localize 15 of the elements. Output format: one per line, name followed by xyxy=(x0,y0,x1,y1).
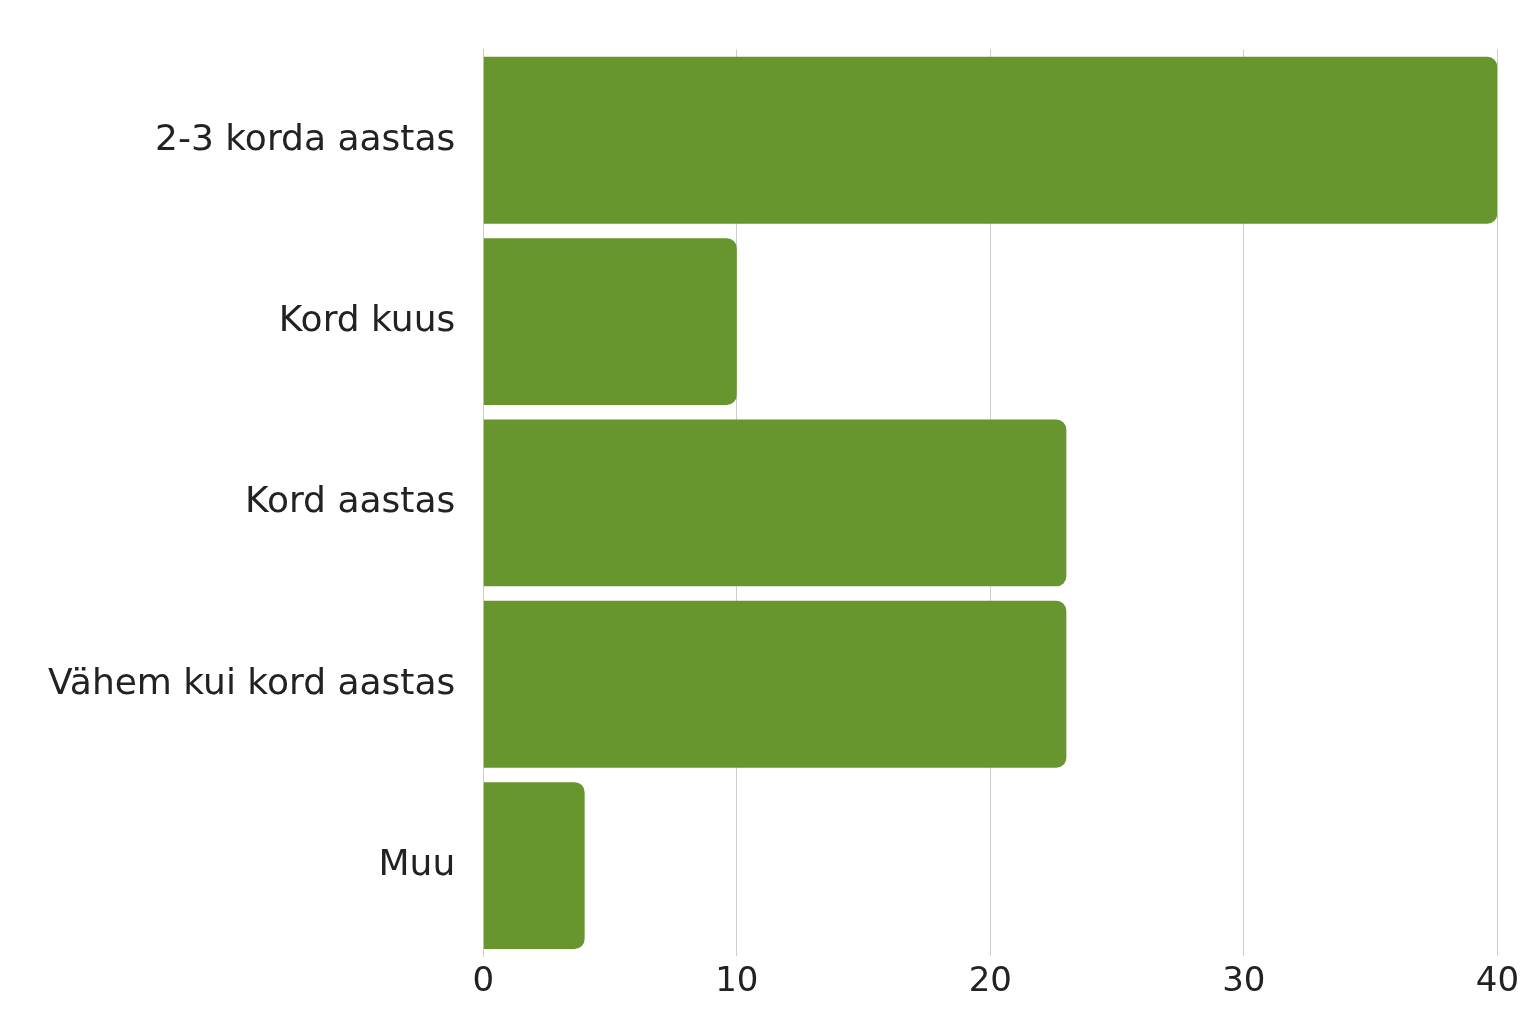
y-tick-label: Kord aastas xyxy=(245,479,456,521)
y-tick-label: 2-3 korda aastas xyxy=(155,116,456,158)
x-tick-label: 30 xyxy=(1222,959,1266,1000)
bar xyxy=(483,56,1498,224)
x-tick-label: 0 xyxy=(472,959,495,1000)
bar xyxy=(483,600,1067,768)
x-tick-label: 40 xyxy=(1475,959,1519,1000)
y-tick-label: Kord kuus xyxy=(278,297,456,339)
y-tick-label: Vähem kui kord aastas xyxy=(48,660,456,702)
x-tick-label: 20 xyxy=(968,959,1012,1000)
bar xyxy=(483,419,1067,587)
x-tick-label: 10 xyxy=(715,959,759,1000)
bar xyxy=(483,238,737,405)
bar xyxy=(483,782,585,949)
y-tick-label: Muu xyxy=(378,841,456,883)
